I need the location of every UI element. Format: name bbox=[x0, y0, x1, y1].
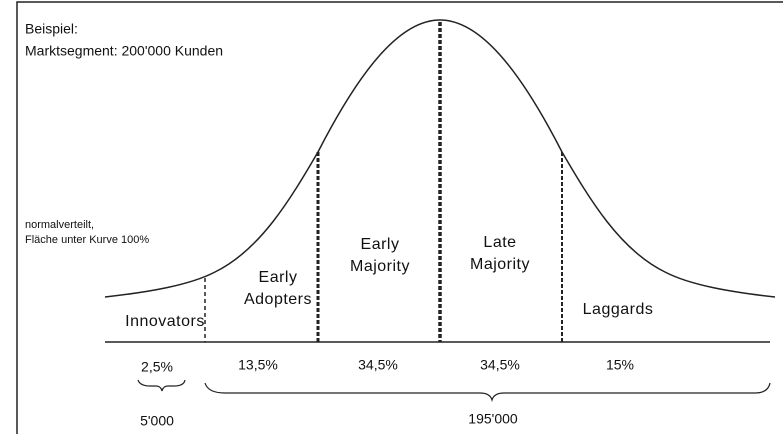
bell-curve bbox=[104, 19, 776, 298]
segment-label: Laggards bbox=[583, 301, 654, 318]
segment-label: Early bbox=[259, 269, 298, 286]
segment-share: 34,5% bbox=[480, 357, 520, 373]
segment-label: Late bbox=[483, 234, 516, 251]
brace bbox=[137, 379, 186, 392]
frame bbox=[16, 1, 783, 434]
title: Beispiel: bbox=[25, 21, 78, 37]
segment-share: 13,5% bbox=[238, 357, 278, 373]
segment-label: Majority bbox=[470, 256, 530, 273]
segment-label: Early bbox=[361, 236, 400, 253]
brace bbox=[204, 382, 771, 403]
segment-share: 2,5% bbox=[141, 359, 173, 375]
segment-share: 34,5% bbox=[358, 357, 398, 373]
subtitle: Marktsegment: 200'000 Kunden bbox=[25, 43, 223, 59]
segment-share: 15% bbox=[606, 357, 634, 373]
total: 5'000 bbox=[140, 413, 174, 429]
segment-label: Majority bbox=[350, 258, 410, 275]
total: 195'000 bbox=[468, 411, 518, 427]
note: Fläche unter Kurve 100% bbox=[25, 234, 149, 246]
segment-label: Innovators bbox=[125, 313, 205, 330]
note: normalverteilt, bbox=[25, 219, 94, 231]
segment-label: Adopters bbox=[244, 291, 312, 308]
